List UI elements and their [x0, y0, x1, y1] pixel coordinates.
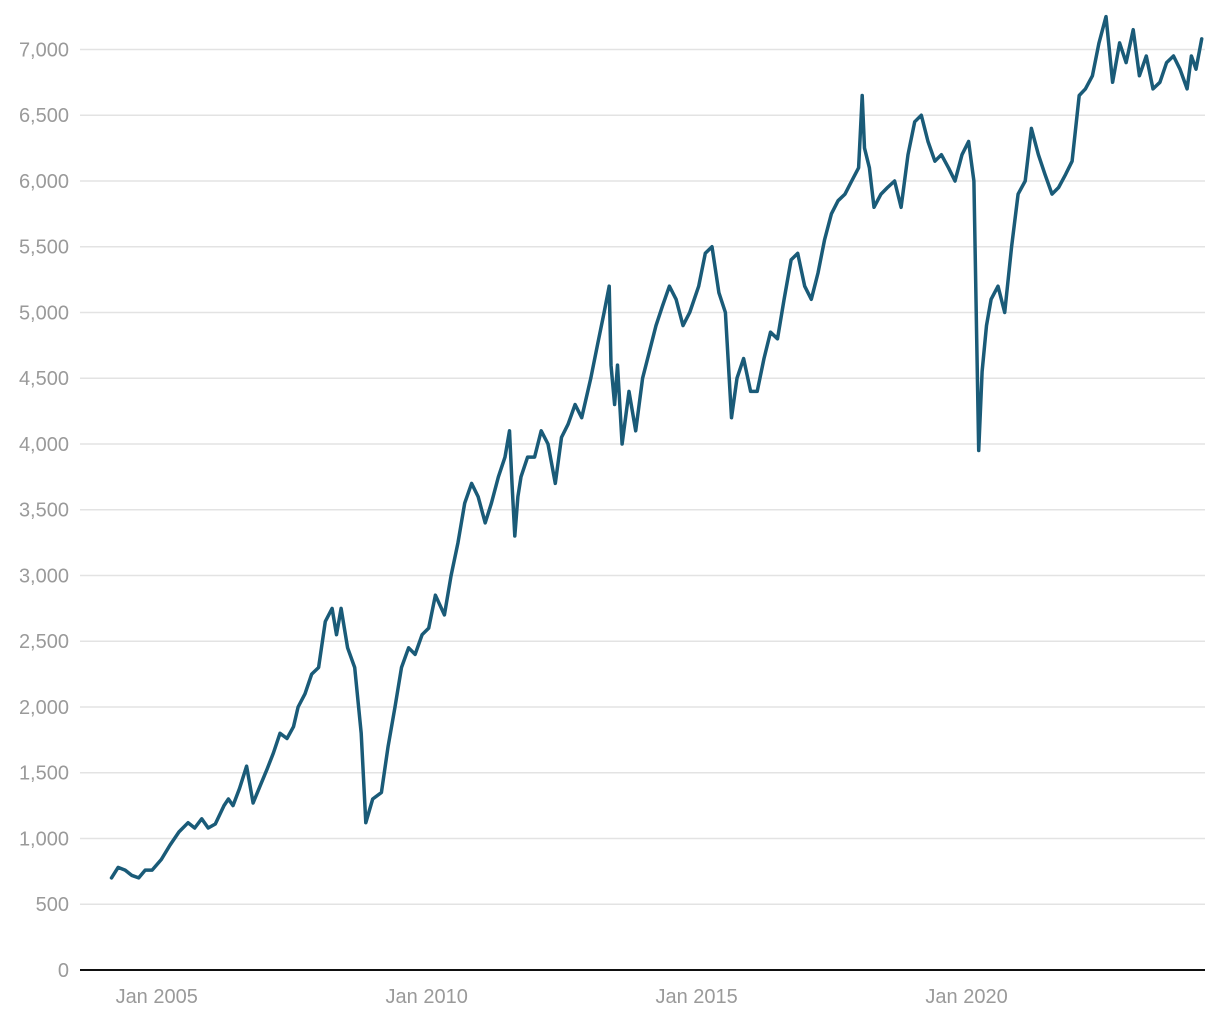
- y-tick-label: 5,000: [19, 302, 69, 324]
- y-tick-label: 7,000: [19, 39, 69, 61]
- y-tick-label: 3,500: [19, 500, 69, 522]
- y-tick-label: 1,500: [19, 763, 69, 785]
- y-tick-label: 2,000: [19, 697, 69, 719]
- y-tick-label: 3,000: [19, 565, 69, 587]
- y-tick-label: 6,000: [19, 171, 69, 193]
- gridlines: [80, 48, 1205, 905]
- y-tick-label: 0: [58, 960, 69, 982]
- x-axis-tick-labels: Jan 2005 Jan 2010 Jan 2015 Jan 2020: [116, 986, 1008, 1008]
- y-tick-label: 5,500: [19, 237, 69, 259]
- y-tick-label: 2,500: [19, 631, 69, 653]
- y-tick-label: 500: [36, 894, 69, 916]
- price-series-line: [109, 14, 1204, 880]
- y-tick-label: 1,000: [19, 828, 69, 850]
- x-tick-label: Jan 2015: [655, 986, 737, 1008]
- y-axis-tick-labels: 0 500 1,000 1,500 2,000 2,500 3,000 3,500 4,000 4…: [19, 39, 69, 982]
- x-tick-label: Jan 2010: [386, 986, 468, 1008]
- y-tick-label: 6,500: [19, 105, 69, 127]
- x-tick-label: Jan 2005: [116, 986, 198, 1008]
- y-tick-label: 4,500: [19, 368, 69, 390]
- y-tick-label: 4,000: [19, 434, 69, 456]
- x-tick-label: Jan 2020: [925, 986, 1007, 1008]
